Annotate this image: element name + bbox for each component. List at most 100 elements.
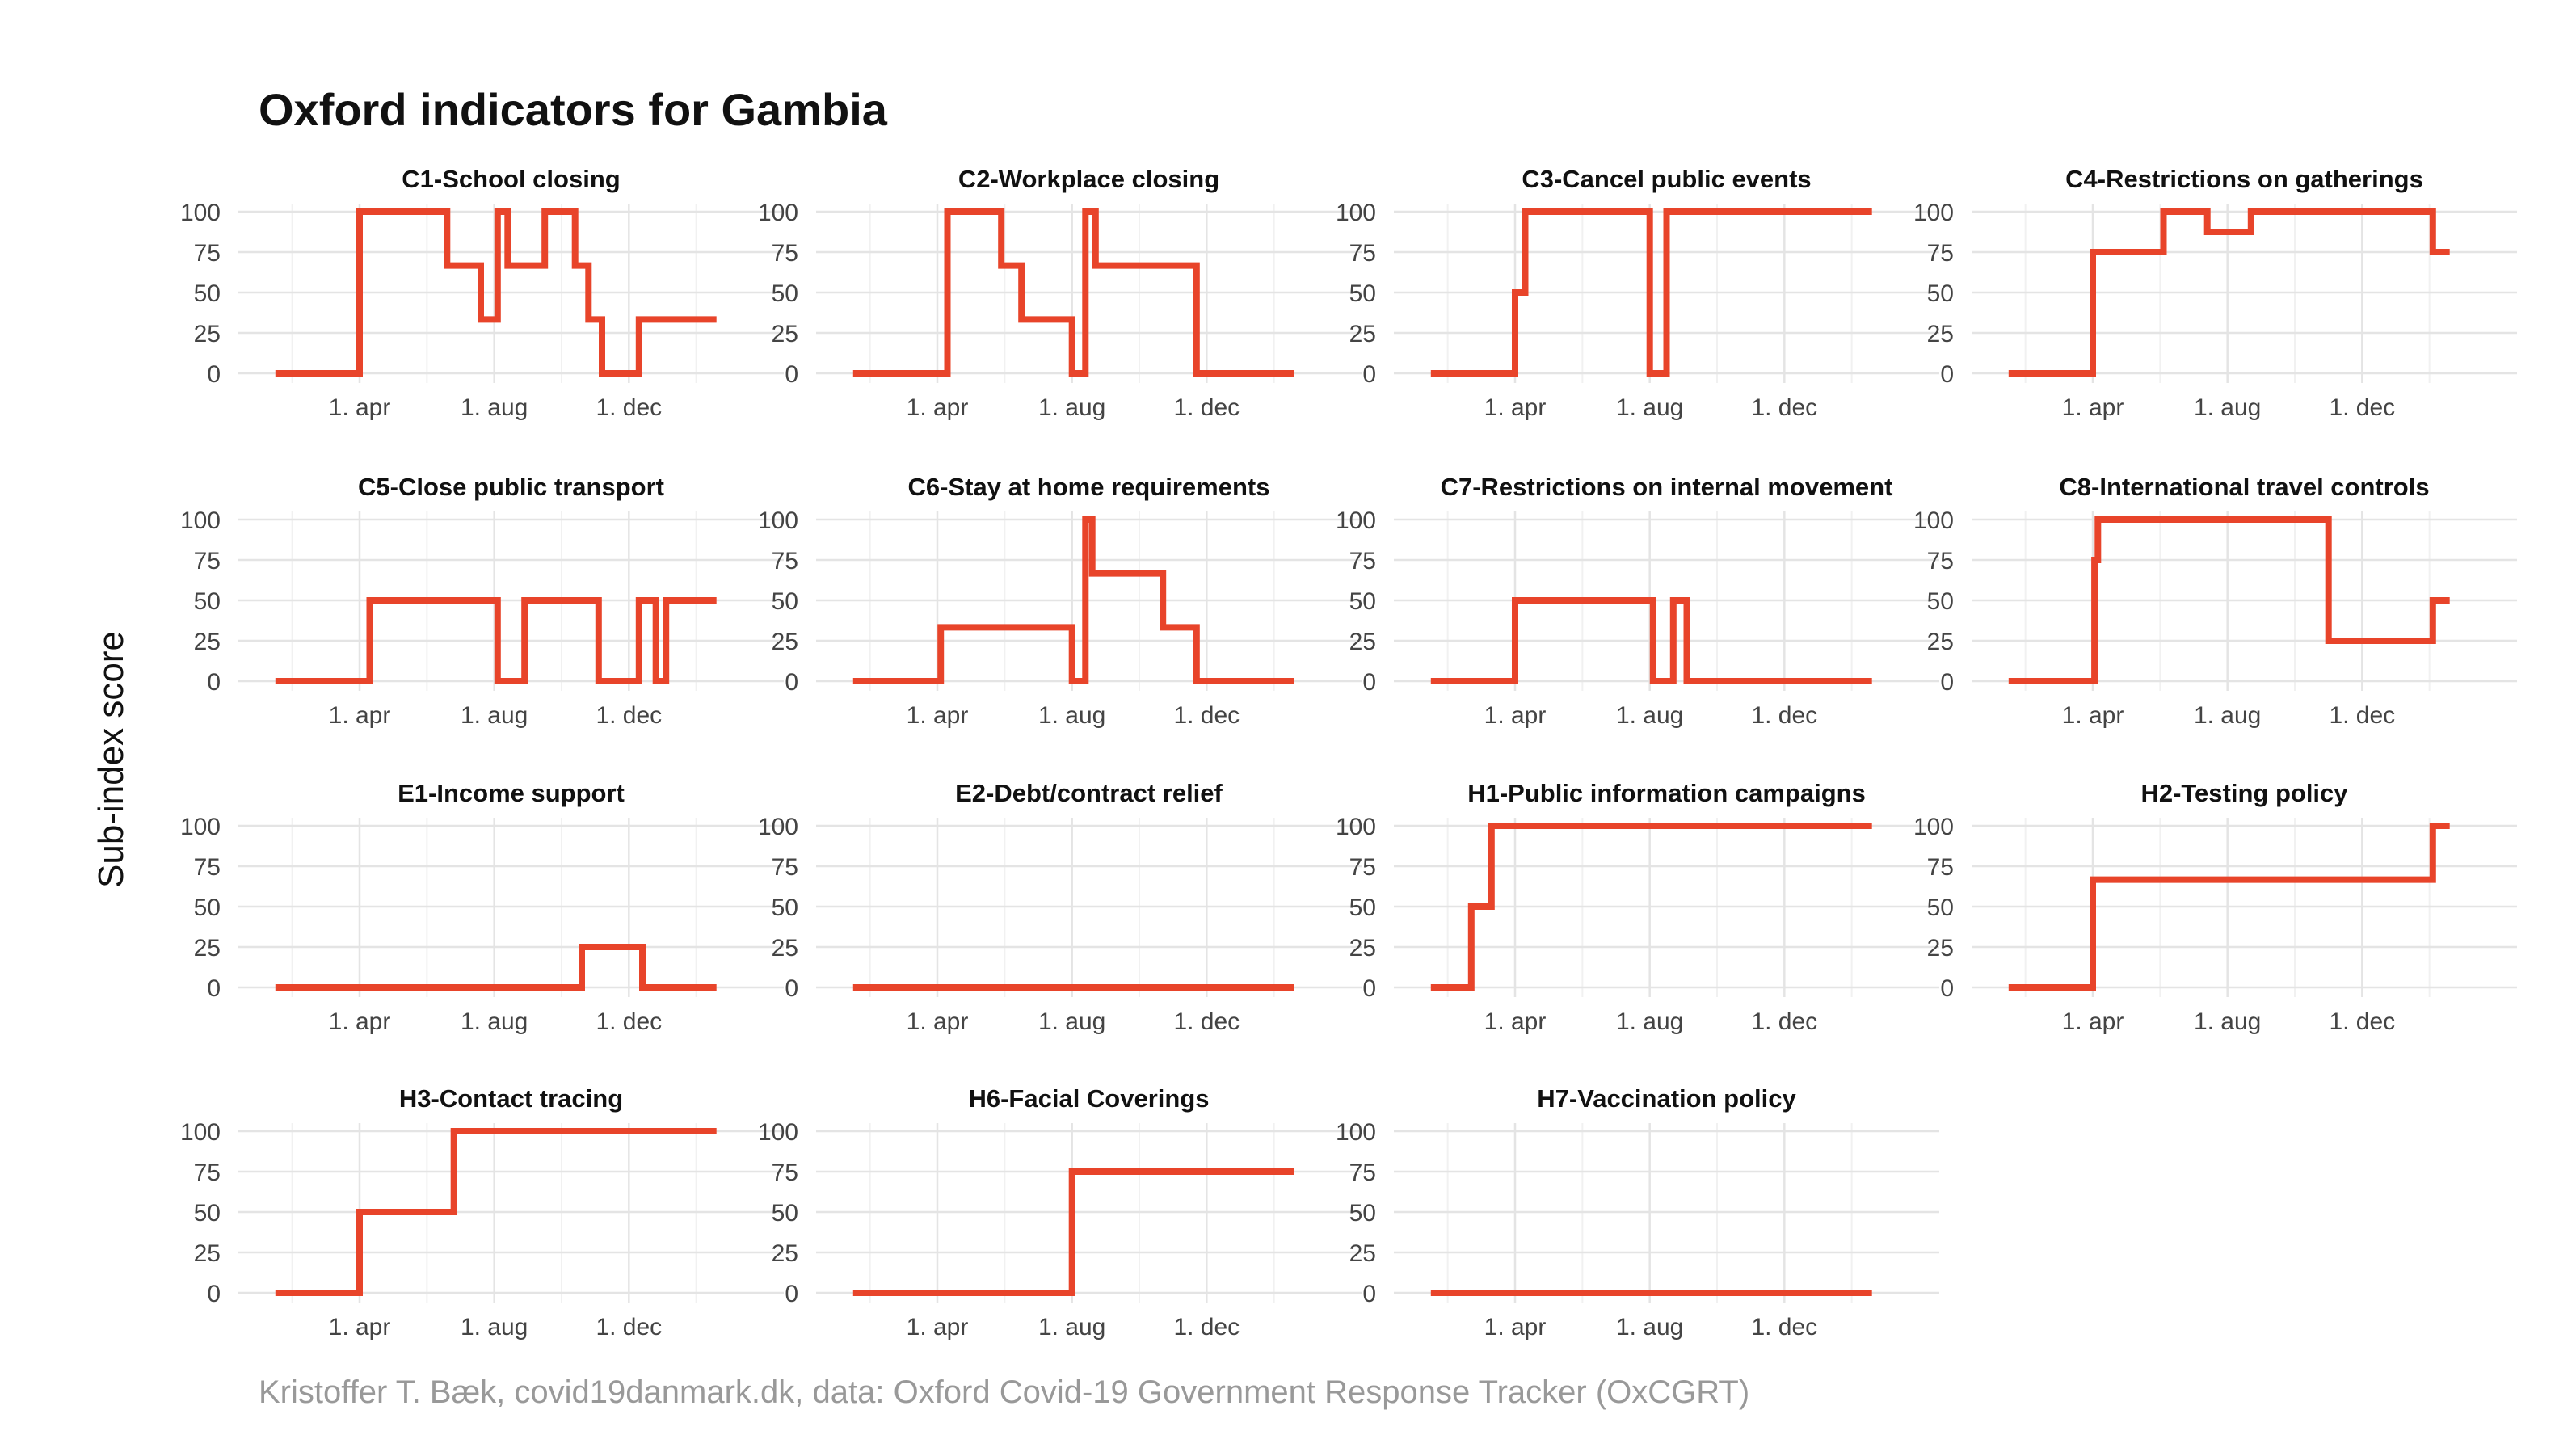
x-tick-label: 1. aug xyxy=(461,1008,528,1035)
y-tick-label: 25 xyxy=(772,1240,798,1267)
facet-panel: 0 25 50 75 100 1. apr 1. aug 1. dec C7-Restricti… xyxy=(1336,473,1939,729)
y-tick-label: 75 xyxy=(1927,548,1954,575)
x-tick-label: 1. aug xyxy=(2194,702,2261,729)
x-tick-label: 1. aug xyxy=(1616,394,1683,421)
y-tick-label: 0 xyxy=(1940,975,1954,1002)
x-tick-label: 1. apr xyxy=(2062,702,2124,729)
facet-panel: 0 25 50 75 100 1. apr 1. aug 1. dec H7-Vaccinati… xyxy=(1336,1084,1939,1341)
y-tick-label: 100 xyxy=(180,200,221,226)
panel-title: E1-Income support xyxy=(398,779,625,807)
facet-panel: 0 25 50 75 100 1. apr 1. aug 1. dec E1-Income su… xyxy=(180,779,784,1035)
x-tick-label: 1. aug xyxy=(461,702,528,729)
y-tick-label: 100 xyxy=(1913,814,1954,840)
facet-panel: 0 25 50 75 100 1. apr 1. aug 1. dec C5-Close pub… xyxy=(180,473,784,729)
x-tick-label: 1. aug xyxy=(461,394,528,421)
panel-title: C2-Workplace closing xyxy=(958,165,1219,193)
y-tick-label: 25 xyxy=(194,629,221,655)
y-tick-label: 0 xyxy=(1362,669,1376,696)
x-tick-label: 1. dec xyxy=(1173,1314,1240,1341)
x-tick-label: 1. apr xyxy=(329,702,391,729)
y-tick-label: 75 xyxy=(1349,240,1376,267)
panel-title: H2-Testing policy xyxy=(2140,779,2348,807)
x-tick-label: 1. apr xyxy=(329,1008,391,1035)
panel-title: C3-Cancel public events xyxy=(1522,165,1811,193)
y-tick-label: 100 xyxy=(758,814,798,840)
panel-title: C8-International travel controls xyxy=(2059,473,2429,501)
y-tick-label: 75 xyxy=(772,854,798,881)
panel-title: C7-Restrictions on internal movement xyxy=(1441,473,1893,501)
y-tick-label: 0 xyxy=(1362,975,1376,1002)
x-tick-label: 1. apr xyxy=(907,1008,969,1035)
y-tick-label: 100 xyxy=(180,814,221,840)
facet-panel: 0 25 50 75 100 1. apr 1. aug 1. dec C3-Cancel pu… xyxy=(1336,165,1939,421)
y-tick-label: 25 xyxy=(772,321,798,347)
facet-panel: 0 25 50 75 100 1. apr 1. aug 1. dec H3-Contact t… xyxy=(180,1084,784,1341)
y-tick-label: 50 xyxy=(1927,588,1954,615)
x-tick-label: 1. aug xyxy=(461,1314,528,1341)
y-tick-label: 75 xyxy=(772,1160,798,1186)
y-tick-label: 0 xyxy=(785,975,798,1002)
x-tick-label: 1. dec xyxy=(1173,394,1240,421)
facet-panel: 0 25 50 75 100 1. apr 1. aug 1. dec H2-Testing p… xyxy=(1913,779,2517,1035)
series-line xyxy=(2008,516,2450,684)
panel-title: C5-Close public transport xyxy=(358,473,664,501)
series-line xyxy=(1430,208,1872,377)
y-tick-label: 100 xyxy=(758,507,798,534)
x-tick-label: 1. apr xyxy=(1484,394,1547,421)
x-tick-label: 1. apr xyxy=(907,1314,969,1341)
y-tick-label: 50 xyxy=(1349,588,1376,615)
facet-panel: 0 25 50 75 100 1. apr 1. aug 1. dec E2-Debt/cont… xyxy=(758,779,1362,1035)
panel-title: H1-Public information campaigns xyxy=(1467,779,1866,807)
panel-title: E2-Debt/contract relief xyxy=(955,779,1223,807)
facet-panel: 0 25 50 75 100 1. apr 1. aug 1. dec C2-Workplace… xyxy=(758,165,1362,421)
series-line xyxy=(852,516,1294,684)
x-tick-label: 1. apr xyxy=(329,394,391,421)
y-tick-label: 0 xyxy=(207,975,221,1002)
y-tick-label: 50 xyxy=(1349,280,1376,307)
y-tick-label: 75 xyxy=(772,240,798,267)
panel-title: H3-Contact tracing xyxy=(399,1084,623,1113)
x-tick-label: 1. apr xyxy=(2062,394,2124,421)
y-tick-label: 50 xyxy=(772,894,798,921)
y-tick-label: 50 xyxy=(194,588,221,615)
series-line xyxy=(2008,208,2450,377)
y-tick-label: 25 xyxy=(194,1240,221,1267)
x-tick-label: 1. dec xyxy=(1751,1314,1817,1341)
panel-title: H7-Vaccination policy xyxy=(1537,1084,1796,1113)
y-tick-label: 25 xyxy=(772,629,798,655)
y-tick-label: 75 xyxy=(1927,854,1954,881)
x-tick-label: 1. apr xyxy=(1484,1008,1547,1035)
y-tick-label: 100 xyxy=(180,1119,221,1146)
y-tick-label: 0 xyxy=(1940,669,1954,696)
y-tick-label: 25 xyxy=(1927,629,1954,655)
y-tick-label: 75 xyxy=(772,548,798,575)
facet-panels: 0 25 50 75 100 1. apr 1. aug 1. dec C1-School cl… xyxy=(180,165,2517,1341)
y-tick-label: 0 xyxy=(1940,361,1954,388)
x-tick-label: 1. dec xyxy=(1173,1008,1240,1035)
y-tick-label: 25 xyxy=(1349,935,1376,962)
x-tick-label: 1. aug xyxy=(1038,1008,1105,1035)
x-tick-label: 1. aug xyxy=(1616,1314,1683,1341)
y-tick-label: 75 xyxy=(1349,1160,1376,1186)
x-tick-label: 1. aug xyxy=(1038,1314,1105,1341)
y-tick-label: 0 xyxy=(207,669,221,696)
x-tick-label: 1. aug xyxy=(1616,702,1683,729)
y-tick-label: 0 xyxy=(207,1281,221,1307)
y-tick-label: 50 xyxy=(194,1200,221,1227)
y-tick-label: 75 xyxy=(194,240,221,267)
y-tick-label: 0 xyxy=(785,1281,798,1307)
y-tick-label: 50 xyxy=(1349,1200,1376,1227)
y-tick-label: 25 xyxy=(1349,321,1376,347)
y-tick-label: 50 xyxy=(1349,894,1376,921)
y-tick-label: 0 xyxy=(207,361,221,388)
x-tick-label: 1. aug xyxy=(1038,394,1105,421)
x-tick-label: 1. dec xyxy=(1751,394,1817,421)
x-tick-label: 1. dec xyxy=(2329,1008,2395,1035)
y-tick-label: 25 xyxy=(1927,321,1954,347)
facet-panel: 0 25 50 75 100 1. apr 1. aug 1. dec H6-Facial Co… xyxy=(758,1084,1362,1341)
x-tick-label: 1. apr xyxy=(2062,1008,2124,1035)
x-tick-label: 1. apr xyxy=(907,702,969,729)
x-tick-label: 1. aug xyxy=(1038,702,1105,729)
y-tick-label: 50 xyxy=(194,894,221,921)
